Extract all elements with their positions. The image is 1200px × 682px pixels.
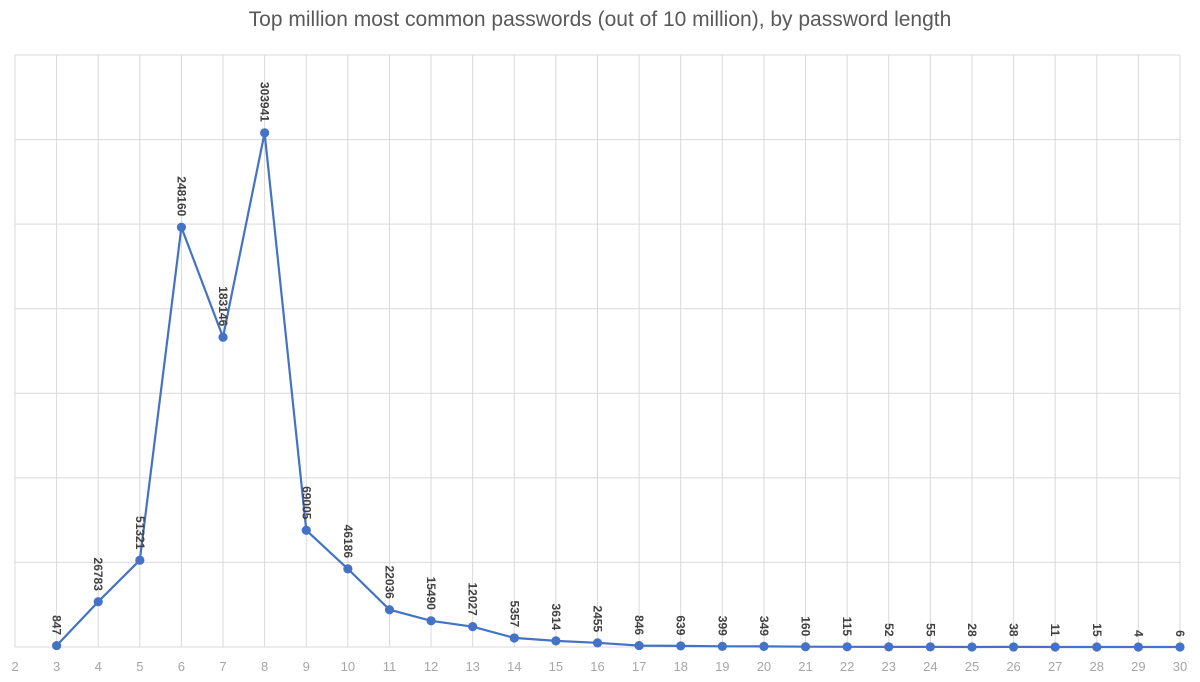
data-label: 183146 (216, 286, 230, 326)
data-point (759, 641, 769, 652)
x-tick-label: 18 (673, 659, 687, 674)
x-tick-label: 2 (11, 659, 18, 674)
data-label: 46186 (341, 525, 355, 559)
data-point (468, 622, 478, 632)
data-point (551, 636, 561, 646)
data-label: 52 (882, 623, 896, 637)
x-tick-label: 28 (1090, 659, 1104, 674)
x-tick-label: 6 (178, 659, 185, 674)
data-point (1175, 642, 1185, 652)
data-point (634, 640, 644, 651)
data-label: 639 (674, 615, 688, 635)
data-point (1133, 642, 1143, 652)
x-tick-label: 8 (261, 659, 268, 674)
x-tick-label: 17 (632, 659, 646, 674)
data-label: 349 (757, 616, 771, 636)
x-axis-ticks: 2 3 4 5 6 7 8 9 10 11 12 13 14 15 16 17 18 19 20 21 22 23 24 25… (11, 659, 1187, 674)
x-tick-label: 29 (1131, 659, 1145, 674)
x-tick-label: 30 (1173, 659, 1187, 674)
x-tick-label: 14 (507, 659, 521, 674)
x-tick-label: 13 (465, 659, 479, 674)
data-label: 846 (632, 615, 646, 635)
x-tick-label: 20 (757, 659, 771, 674)
data-label: 12027 (466, 582, 480, 616)
data-label: 115 (840, 617, 854, 637)
data-point (93, 597, 103, 607)
data-point (176, 222, 187, 232)
x-tick-label: 12 (424, 659, 438, 674)
data-point (52, 640, 62, 651)
data-point (384, 605, 395, 615)
gridlines (14, 54, 1181, 648)
data-label: 51321 (133, 516, 147, 550)
data-point (884, 642, 894, 652)
data-point (135, 555, 145, 565)
data-point (800, 642, 811, 652)
data-point (592, 638, 603, 648)
data-point (1008, 642, 1019, 652)
data-labels: 847 26783 51321 248160 183146 303941 69005 4618… (50, 82, 1187, 637)
data-label: 55 (923, 623, 937, 637)
x-tick-label: 11 (383, 659, 397, 674)
data-label: 15490 (424, 577, 438, 611)
x-tick-label: 10 (341, 659, 355, 674)
data-point (676, 641, 686, 651)
data-point (301, 525, 311, 535)
x-tick-label: 25 (965, 659, 979, 674)
data-label: 248160 (174, 176, 188, 216)
x-tick-label: 19 (715, 659, 729, 674)
data-point (925, 642, 935, 652)
x-tick-label: 26 (1006, 659, 1020, 674)
x-tick-label: 22 (840, 659, 854, 674)
x-tick-label: 3 (53, 659, 60, 674)
chart-title: Top million most common passwords (out o… (248, 8, 952, 31)
data-label: 6 (1173, 630, 1187, 637)
series-layer (52, 128, 1185, 652)
x-tick-label: 23 (882, 659, 896, 674)
data-point (426, 616, 436, 626)
x-tick-label: 27 (1048, 659, 1062, 674)
data-point (260, 128, 270, 138)
data-label: 22036 (382, 565, 396, 599)
data-label: 399 (715, 616, 729, 636)
data-point (218, 332, 228, 342)
data-point (343, 564, 353, 574)
series-line (55, 131, 1180, 649)
x-tick-label: 7 (219, 659, 226, 674)
data-point (967, 642, 977, 652)
data-point (1092, 642, 1102, 652)
x-tick-label: 5 (136, 659, 143, 674)
data-label: 3614 (549, 604, 563, 631)
data-label: 5357 (507, 601, 521, 628)
x-tick-label: 16 (590, 659, 604, 674)
data-label: 847 (50, 615, 64, 635)
data-label: 28 (965, 623, 979, 637)
data-label: 160 (798, 616, 812, 636)
data-point (509, 633, 519, 643)
data-label: 69005 (299, 486, 313, 520)
data-point (1050, 642, 1060, 652)
x-tick-label: 4 (95, 659, 102, 674)
data-point (842, 642, 852, 652)
data-point (717, 641, 727, 651)
data-label: 26783 (91, 558, 105, 592)
x-tick-label: 24 (923, 659, 937, 674)
data-label: 2455 (590, 605, 604, 632)
x-tick-label: 9 (303, 659, 310, 674)
data-label: 4 (1131, 630, 1145, 637)
x-tick-label: 21 (798, 659, 812, 674)
data-label: 15 (1090, 623, 1104, 637)
x-tick-label: 15 (549, 659, 563, 674)
data-label: 303941 (258, 82, 272, 122)
data-label: 38 (1007, 623, 1021, 637)
data-label: 11 (1048, 624, 1062, 637)
